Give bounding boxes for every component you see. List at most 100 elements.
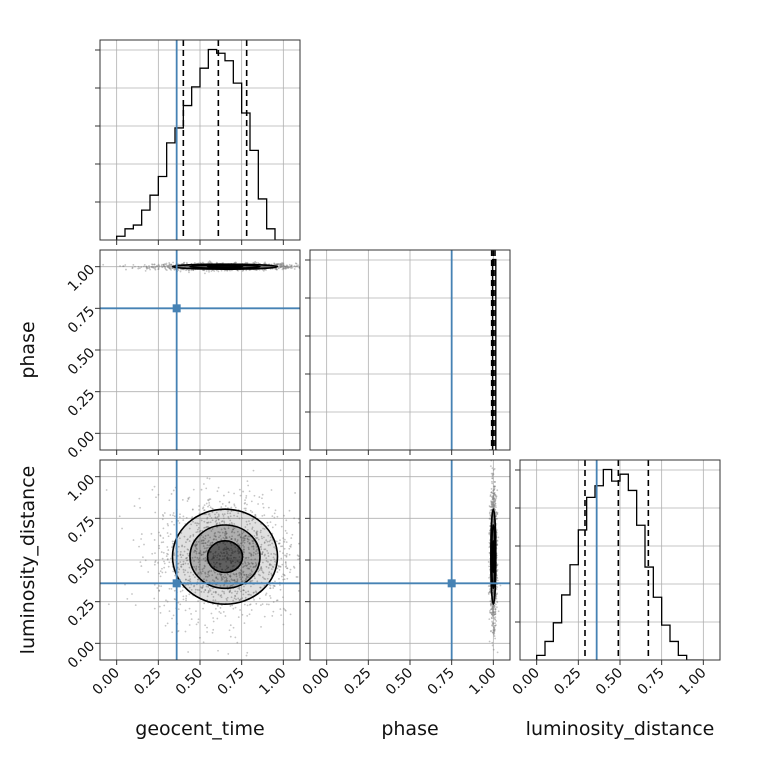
sample-point (215, 591, 217, 593)
x-axis-label: geocent_time (135, 718, 264, 740)
sample-point (488, 551, 491, 554)
sample-point (494, 498, 497, 501)
sample-point (273, 585, 276, 587)
sample-point (252, 261, 255, 264)
sample-point (180, 563, 183, 566)
sample-point (253, 494, 256, 497)
sample-point (252, 551, 255, 554)
sample-point (229, 575, 232, 578)
sample-point (244, 596, 247, 599)
sample-point (202, 641, 205, 644)
sample-point (171, 617, 173, 620)
sample-point (236, 540, 238, 543)
sample-point (201, 507, 204, 510)
sample-point (496, 563, 499, 566)
sample-point (261, 493, 264, 496)
sample-point (239, 609, 241, 611)
sample-point (493, 491, 496, 494)
sample-point (253, 591, 255, 594)
sample-point (494, 500, 496, 503)
sample-point (230, 521, 233, 524)
sample-point (214, 555, 217, 557)
sample-point (283, 574, 286, 577)
sample-point (493, 626, 496, 629)
sample-point (207, 539, 210, 542)
sample-point (168, 587, 171, 590)
sample-point (242, 539, 245, 542)
sample-point (275, 540, 278, 543)
sample-point (254, 514, 257, 517)
sample-point (209, 515, 211, 517)
sample-point (235, 573, 238, 576)
sample-point (207, 505, 209, 508)
sample-point (493, 504, 496, 507)
sample-point (276, 263, 279, 266)
sample-point (232, 579, 235, 582)
sample-point (163, 265, 166, 267)
sample-point (269, 595, 271, 597)
sample-point (285, 565, 288, 567)
sample-point (233, 551, 236, 553)
sample-point (291, 533, 294, 536)
sample-point (488, 533, 491, 535)
sample-point (492, 497, 495, 500)
sample-point (281, 265, 284, 268)
sample-point (492, 609, 494, 612)
sample-point (288, 547, 291, 550)
sample-point (214, 550, 217, 553)
sample-point (242, 536, 245, 539)
panel-geocent_time-luminosity_distance (100, 460, 300, 660)
sample-point (139, 561, 142, 564)
sample-point (255, 269, 258, 272)
sample-point (280, 575, 283, 578)
sample-point (154, 552, 156, 555)
sample-point (491, 641, 494, 644)
sample-point (195, 567, 198, 570)
sample-point (236, 515, 239, 518)
sample-point (490, 503, 493, 506)
sample-point (492, 521, 495, 523)
sample-point (493, 485, 496, 488)
sample-point (494, 613, 496, 616)
sample-point (260, 567, 263, 570)
sample-point (194, 556, 197, 559)
sample-point (280, 614, 283, 617)
sample-point (492, 473, 495, 475)
sample-point (233, 504, 236, 507)
sample-point (263, 577, 266, 580)
sample-point (283, 547, 286, 550)
sample-point (279, 264, 281, 267)
sample-point (495, 606, 498, 609)
sample-point (491, 500, 494, 503)
sample-point (496, 577, 499, 580)
sample-point (296, 265, 299, 268)
sample-point (229, 512, 232, 515)
sample-point (491, 503, 494, 506)
sample-point (492, 589, 495, 592)
sample-point (197, 522, 200, 525)
sample-point (239, 576, 241, 578)
sample-point (246, 503, 248, 506)
sample-point (221, 590, 224, 593)
x-tick-label: 0.25 (551, 665, 584, 698)
sample-point (258, 597, 261, 600)
sample-point (225, 550, 228, 553)
sample-point (243, 622, 246, 624)
sample-point (206, 575, 209, 578)
panel-geocent_time-geocent_time (100, 40, 300, 240)
sample-point (188, 527, 191, 530)
sample-point (217, 513, 220, 516)
sample-point (185, 578, 187, 581)
sample-point (283, 538, 286, 541)
sample-point (229, 519, 232, 522)
sample-point (225, 598, 228, 600)
sample-point (494, 624, 496, 627)
sample-point (493, 499, 495, 501)
sample-point (184, 562, 187, 565)
sample-point (244, 534, 247, 537)
sample-point (197, 621, 200, 624)
sample-point (184, 265, 187, 268)
sample-point (275, 263, 278, 266)
sample-point (492, 517, 495, 520)
sample-point (492, 591, 495, 594)
